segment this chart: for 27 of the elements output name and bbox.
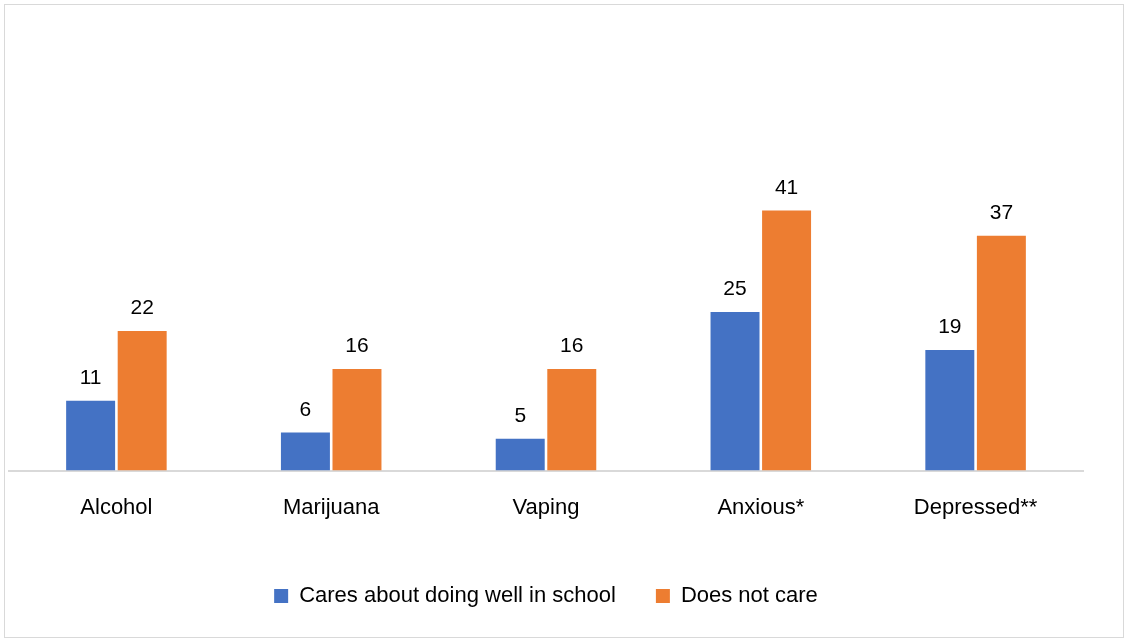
bar — [710, 311, 760, 471]
bar — [66, 400, 116, 471]
bar — [280, 432, 330, 471]
data-label: 22 — [130, 295, 154, 319]
bar — [117, 330, 167, 471]
legend-label: Does not care — [680, 582, 818, 608]
data-label: 41 — [774, 174, 799, 198]
bar — [332, 369, 382, 471]
data-label: 6 — [299, 396, 312, 420]
bar — [762, 210, 812, 471]
bar — [925, 350, 975, 471]
bar — [976, 235, 1026, 471]
bar — [547, 369, 597, 471]
x-tick-label: Anxious* — [717, 493, 805, 519]
x-tick-label: Marijuana — [282, 493, 381, 519]
data-label: 16 — [345, 333, 369, 357]
bar — [495, 438, 545, 471]
x-tick-label: Vaping — [512, 493, 580, 519]
legend-label: Cares about doing well in school — [299, 582, 616, 608]
data-label: 5 — [514, 403, 527, 427]
data-label: 19 — [938, 314, 962, 338]
x-tick-label: Alcohol — [80, 493, 153, 519]
data-label: 16 — [560, 333, 584, 357]
data-label: 25 — [723, 276, 747, 300]
data-label: 37 — [989, 200, 1014, 224]
data-label: 11 — [79, 365, 102, 389]
x-tick-label: Depressed** — [913, 493, 1038, 519]
